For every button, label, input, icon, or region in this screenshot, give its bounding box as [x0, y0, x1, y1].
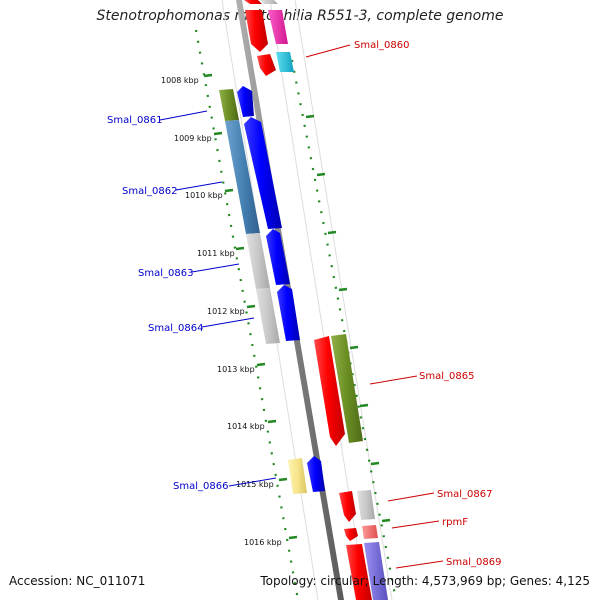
- gene-feature[interactable]: [245, 10, 268, 52]
- tick-label: 1009 kbp: [174, 134, 212, 143]
- gene-feature-smal-0861[interactable]: [219, 89, 239, 121]
- tick-label: 1014 kbp: [227, 422, 265, 431]
- gene-label-smal-0864[interactable]: Smal_0864: [148, 323, 203, 334]
- gene-label-smal-0869[interactable]: Smal_0869: [446, 557, 501, 568]
- gene-feature-smal-0869[interactable]: [346, 544, 372, 600]
- gene-feature-smal-0864-cds[interactable]: [277, 285, 300, 341]
- gene-label-smal-0863[interactable]: Smal_0863: [138, 268, 193, 279]
- callout-line: [305, 44, 351, 58]
- gene-label-smal-0861[interactable]: Smal_0861: [107, 115, 162, 126]
- tick-mark: [278, 477, 288, 482]
- gene-feature-smal-0865[interactable]: [314, 336, 345, 446]
- map-title: Stenotrophomonas maltophilia R551-3, com…: [96, 8, 504, 24]
- tick-mark: [338, 287, 348, 292]
- gene-label-rpmf[interactable]: rpmF: [442, 517, 468, 528]
- tick-mark: [381, 518, 391, 523]
- tick-mark: [246, 304, 256, 309]
- tick-mark: [349, 345, 359, 350]
- gene-feature[interactable]: [244, 0, 262, 4]
- reverse-track-outer-edge: [294, 0, 393, 600]
- accession-text: Accession: NC_011071: [9, 574, 146, 588]
- tick-mark: [203, 73, 213, 78]
- callout-line: [191, 263, 240, 273]
- gene-feature-rpmf-b[interactable]: [362, 525, 378, 539]
- gene-label-smal-0866[interactable]: Smal_0866: [173, 481, 228, 492]
- gene-feature[interactable]: [257, 54, 276, 76]
- gene-feature-rpmf[interactable]: [344, 528, 358, 541]
- tick-mark: [370, 461, 380, 466]
- gene-feature-smal-0861-cds[interactable]: [237, 86, 254, 117]
- callout-line: [369, 375, 418, 385]
- gene-label-smal-0865[interactable]: Smal_0865: [419, 371, 474, 382]
- callout-line: [201, 317, 255, 328]
- tick-mark: [235, 246, 245, 251]
- callout-line: [391, 520, 440, 529]
- tick-label: 1011 kbp: [197, 249, 235, 258]
- tick-mark: [256, 362, 266, 367]
- tick-label: 1016 kbp: [244, 538, 282, 547]
- gene-feature-smal-0863-cds[interactable]: [266, 229, 290, 285]
- gene-feature-smal-0867-b[interactable]: [357, 490, 375, 520]
- gene-label-smal-0867[interactable]: Smal_0867: [437, 489, 492, 500]
- gene-feature-smal-0862[interactable]: [225, 120, 260, 234]
- genome-summary-text: Topology: circular; Length: 4,573,969 bp…: [260, 574, 590, 588]
- tick-label: 1010 kbp: [185, 191, 223, 200]
- gene-feature-smal-0869-b[interactable]: [364, 542, 388, 600]
- gene-feature-smal-0864[interactable]: [256, 288, 280, 344]
- gene-feature-smal-0866-cds[interactable]: [307, 456, 325, 492]
- tick-mark: [359, 403, 369, 408]
- tick-label: 1012 kbp: [207, 307, 245, 316]
- gene-feature-smal-0866[interactable]: [288, 458, 307, 494]
- callout-line: [175, 181, 223, 191]
- gene-feature-smal-0860[interactable]: [276, 52, 294, 72]
- gene-feature[interactable]: [260, 0, 278, 4]
- tick-label: 1015 kbp: [236, 480, 274, 489]
- tick-mark: [213, 131, 223, 136]
- gene-feature-smal-0863[interactable]: [246, 233, 270, 289]
- tick-mark: [305, 114, 315, 119]
- scale-dotted-line-right: [290, 59, 398, 600]
- gene-label-smal-0860[interactable]: Smal_0860: [354, 40, 409, 51]
- callout-line: [228, 477, 277, 487]
- callout-line: [395, 560, 444, 569]
- gene-label-smal-0862[interactable]: Smal_0862: [122, 186, 177, 197]
- tick-mark: [267, 419, 277, 424]
- tick-mark: [327, 230, 337, 235]
- tick-label: 1013 kbp: [217, 365, 255, 374]
- tick-mark: [288, 535, 298, 540]
- callout-line: [159, 110, 208, 121]
- tick-label: 1008 kbp: [161, 76, 199, 85]
- tick-mark: [316, 172, 326, 177]
- gene-feature[interactable]: [268, 10, 288, 44]
- callout-line: [387, 492, 435, 502]
- gene-feature-smal-0867[interactable]: [339, 491, 356, 522]
- gene-feature-smal-0862-cds[interactable]: [244, 117, 282, 229]
- tick-mark: [224, 188, 234, 193]
- gene-feature-smal-0865-b[interactable]: [331, 334, 363, 443]
